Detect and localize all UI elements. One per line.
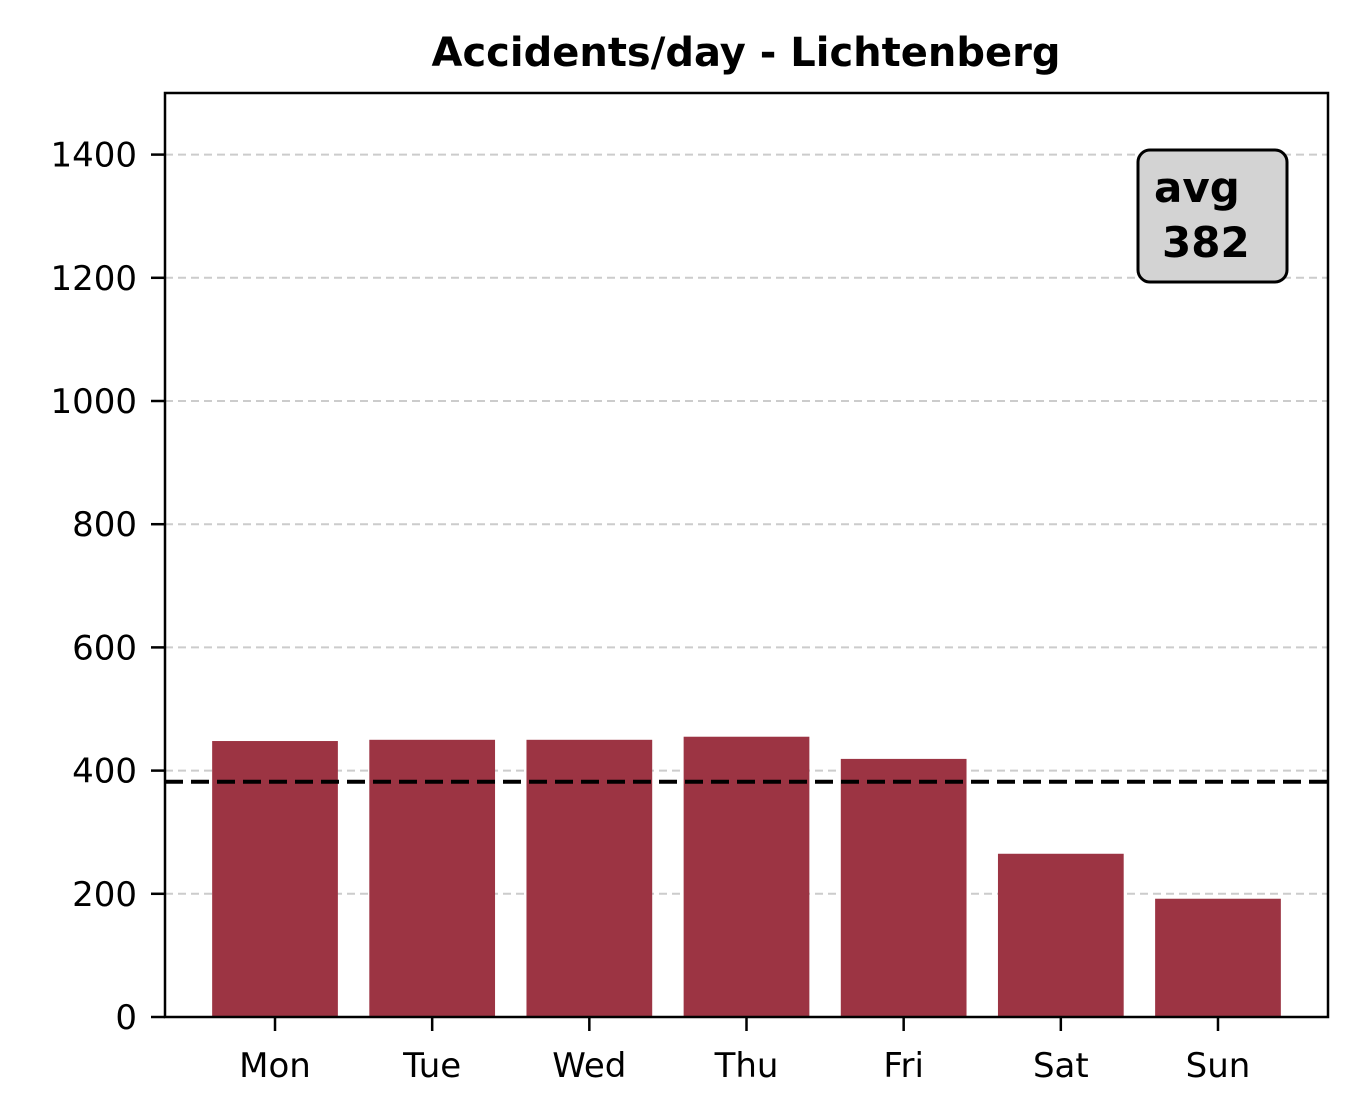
y-tick-label: 200 <box>72 875 137 915</box>
bar-thu <box>683 736 810 1017</box>
y-axis: 0 200 400 600 800 1000 1200 1400 <box>50 136 165 1038</box>
bar-sun <box>1155 898 1281 1017</box>
bar-tue <box>369 739 496 1017</box>
average-box-background <box>1136 148 1289 284</box>
y-tick-label: 400 <box>72 752 137 792</box>
y-tick-label: 1200 <box>50 259 137 299</box>
x-tick-label: Sun <box>1186 1046 1251 1086</box>
grid-lines <box>165 153 1328 895</box>
y-tick-label: 800 <box>72 505 137 545</box>
y-tick-label: 1400 <box>50 136 137 176</box>
bar-wed <box>526 739 653 1017</box>
y-tick-label: 1000 <box>50 382 137 422</box>
y-tick-label: 0 <box>115 998 137 1038</box>
bars-group <box>212 736 1281 1017</box>
bar-mon <box>212 741 338 1017</box>
bar-sat <box>997 853 1124 1017</box>
x-tick-label: Mon <box>239 1046 311 1086</box>
x-tick-label: Thu <box>714 1046 779 1086</box>
chart-title: Accidents/day - Lichtenberg <box>431 30 1060 76</box>
x-tick-label: Fri <box>883 1046 924 1086</box>
average-value: 382 <box>1162 218 1250 267</box>
average-box: avg 382 <box>1136 148 1289 284</box>
x-tick-label: Wed <box>552 1046 626 1086</box>
x-tick-label: Tue <box>402 1046 461 1086</box>
x-tick-label: Sat <box>1033 1046 1089 1086</box>
bar-fri <box>840 758 967 1017</box>
x-axis: Mon Tue Wed Thu Fri Sat Sun <box>239 1017 1250 1086</box>
average-label: avg <box>1154 163 1240 212</box>
y-tick-label: 600 <box>72 628 137 668</box>
